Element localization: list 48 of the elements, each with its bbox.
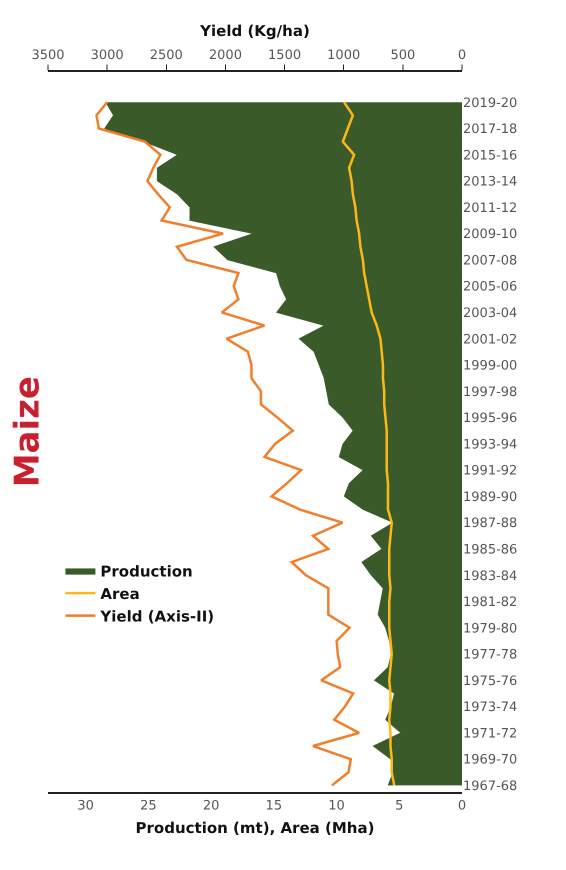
legend-label: Yield (Axis-II) (99, 608, 214, 626)
x2-tick-label: 500 (390, 48, 416, 64)
y-tick-label: 1995-96 (463, 411, 518, 426)
y-tick-label: 1985-86 (463, 542, 518, 558)
legend-label: Area (100, 585, 140, 603)
legend-label: Production (100, 562, 193, 580)
y-tick-label: 2011-12 (463, 200, 518, 216)
x2-tick-label: 3000 (90, 48, 124, 64)
y-tick-label: 2017-18 (463, 122, 518, 138)
x-tick-label: 10 (328, 798, 345, 814)
y-tick-label: 1981-82 (463, 595, 518, 610)
y-tick-label: 1991-92 (463, 464, 518, 479)
y-tick-label: 1997-98 (463, 384, 518, 400)
x-tick-label: 0 (458, 798, 466, 814)
y-tick-label: 2007-08 (463, 253, 518, 268)
x2-tick-label: 0 (458, 48, 466, 64)
y-tick-label: 1999-00 (463, 358, 518, 374)
x2-axis-title: Yield (Kg/ha) (199, 22, 310, 40)
text: Maize (7, 376, 48, 488)
x2-tick-label: 2000 (208, 48, 242, 64)
x-tick-label: 15 (266, 798, 282, 814)
y-tick-label: 1975-76 (463, 674, 518, 689)
x2-tick-label: 1000 (327, 48, 360, 64)
y-tick-label: 2019-20 (463, 96, 518, 111)
x-tick-label: 25 (140, 798, 157, 814)
x-tick-label: 20 (202, 798, 220, 814)
y-tick-label: 2013-14 (463, 174, 518, 190)
x-axis-title: Production (mt), Area (Mha) (136, 818, 374, 837)
x2-tick-label: 3500 (31, 48, 65, 64)
y-tick-label: 1969-70 (463, 752, 518, 768)
y-tick-label: 2015-16 (463, 148, 518, 164)
y-tick-label: 1987-88 (463, 516, 518, 532)
x-tick-label: 5 (395, 798, 404, 814)
y-tick-label: 1983-84 (463, 568, 518, 584)
x2-tick-label: 1500 (268, 48, 302, 64)
y-tick-label: 1967-68 (463, 778, 518, 794)
y-tick-label: 1973-74 (463, 700, 518, 716)
y-tick-label: 2001-02 (463, 332, 518, 348)
x-tick-label: 30 (77, 798, 94, 814)
y-tick-label: 1979-80 (463, 621, 518, 636)
y-tick-label: 2005-06 (463, 280, 518, 295)
y-tick-label: 1971-72 (463, 726, 518, 742)
y-tick-label: 1993-94 (463, 437, 518, 452)
x2-tick-label: 2500 (150, 48, 183, 64)
y-tick-label: 2009-10 (463, 227, 518, 242)
y-tick-label: 2003-04 (463, 306, 518, 321)
y-tick-label: 1977-78 (463, 648, 518, 663)
y-tick-label: 1989-90 (463, 490, 518, 505)
